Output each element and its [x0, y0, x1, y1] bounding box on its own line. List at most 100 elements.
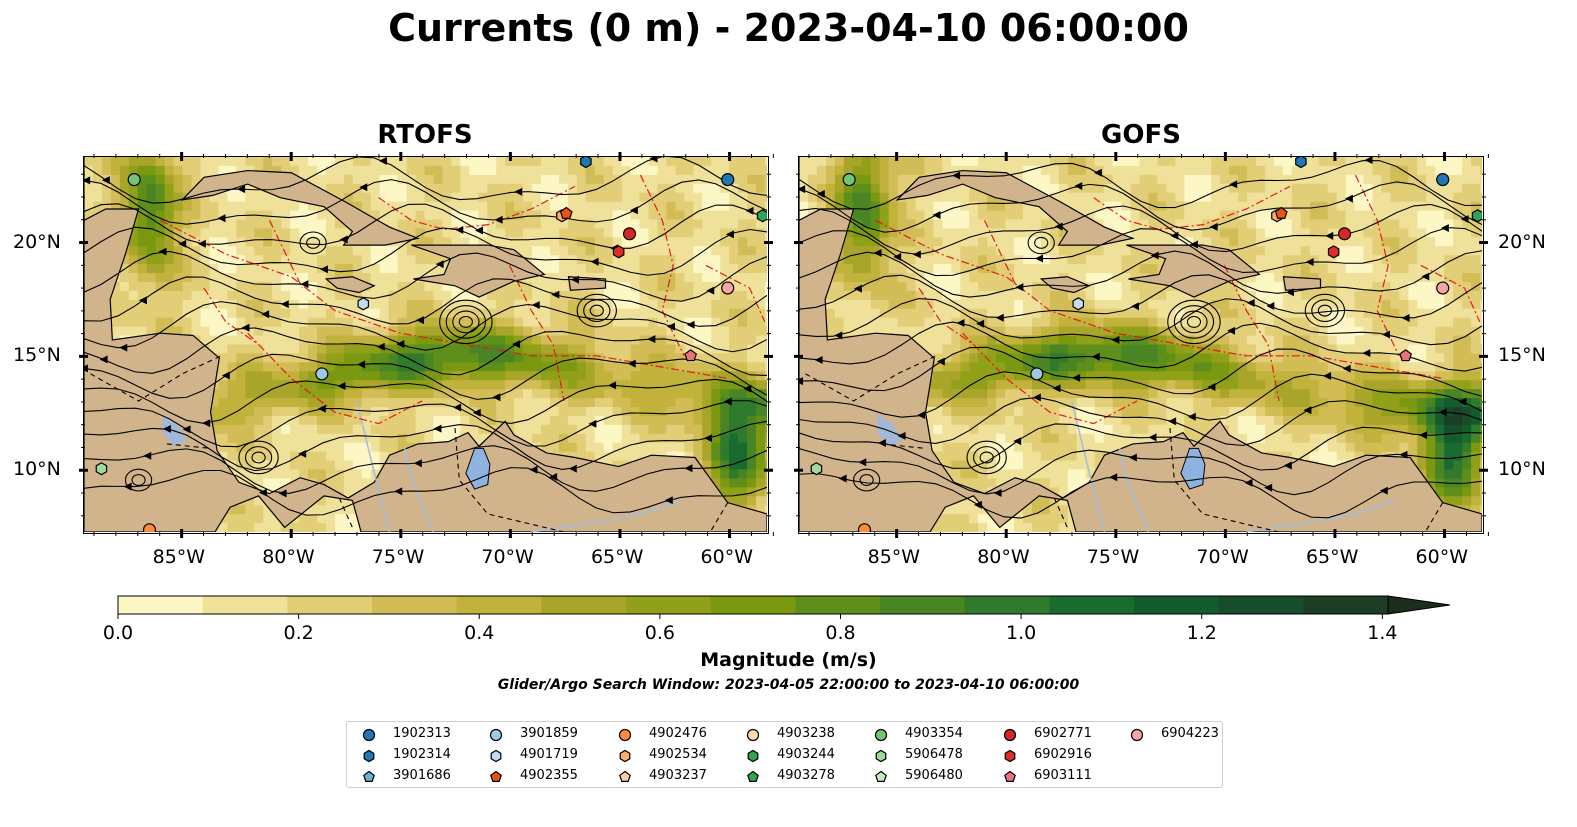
legend-label: 6903111	[1034, 768, 1092, 783]
legend-label: 4901719	[520, 747, 578, 762]
float-marker	[1471, 209, 1482, 223]
legend-marker	[747, 770, 759, 782]
colorbar-segment	[372, 596, 458, 614]
legend-label: 3901686	[393, 768, 451, 783]
legend-marker	[362, 728, 376, 742]
float-marker	[721, 173, 735, 187]
colorbar	[117, 595, 1451, 619]
hexagon-marker-icon	[747, 749, 759, 763]
colorbar-segment	[880, 596, 966, 614]
panel-title-gofs: GOFS	[1101, 120, 1181, 150]
legend-marker	[363, 749, 375, 763]
colorbar-tick-label: 1.0	[1006, 622, 1037, 644]
float-marker	[1327, 245, 1340, 259]
eez-boundaries	[875, 174, 1481, 425]
legend-label: 4902355	[520, 768, 578, 783]
legend-marker	[618, 728, 632, 742]
colorbar-segment	[1303, 596, 1389, 614]
x-tick-label: 70°W	[1196, 546, 1249, 568]
legend-marker	[747, 749, 759, 763]
circle-marker-icon	[1130, 728, 1144, 742]
circle-marker-icon	[1003, 728, 1017, 742]
colorbar-extend-arrow	[1387, 595, 1451, 615]
x-tick-label: 65°W	[1305, 546, 1359, 568]
circle-marker-icon	[746, 728, 760, 742]
float-marker	[1295, 157, 1307, 169]
colorbar-segment	[1134, 596, 1220, 614]
x-tick-label: 80°W	[977, 546, 1030, 568]
colorbar-segment	[1049, 596, 1135, 614]
legend-label: 4903244	[777, 747, 835, 762]
pentagon-marker-icon	[747, 770, 759, 782]
y-tick-label: 10°N	[1498, 458, 1546, 481]
float-marker	[315, 367, 329, 381]
float-marker	[1274, 206, 1288, 219]
pentagon-marker-icon	[363, 770, 375, 782]
x-tick-label: 85°W	[152, 546, 206, 568]
legend-label: 1902313	[393, 726, 451, 741]
legend-label: 5906480	[905, 768, 963, 783]
land	[84, 157, 767, 532]
legend-label: 1902314	[393, 747, 451, 762]
legend-label: 4903354	[905, 726, 963, 741]
colorbar-tick-label: 0.8	[825, 622, 856, 644]
colorbar-segment	[541, 596, 627, 614]
colorbar-segment	[287, 596, 373, 614]
colorbar-segment	[795, 596, 881, 614]
legend-label: 3901859	[520, 726, 578, 741]
legend-label: 5906478	[905, 747, 963, 762]
streamlines	[799, 157, 1482, 519]
colorbar-tick-label: 0.6	[644, 622, 675, 644]
y-tick-label: 20°N	[1498, 230, 1546, 253]
legend-label: 4903238	[777, 726, 835, 741]
float-markers	[810, 157, 1482, 532]
legend-marker	[490, 770, 502, 782]
float-legend: 1902313 1902314 3901686 3901859 4901719 49023…	[346, 721, 1223, 788]
float-marker	[612, 245, 625, 259]
legend-marker	[1004, 770, 1016, 782]
y-tick-label: 15°N	[13, 344, 61, 367]
y-tick-label: 15°N	[1498, 344, 1546, 367]
legend-label: 4903237	[649, 768, 707, 783]
legend-marker	[875, 749, 887, 763]
legend-label: 4902476	[649, 726, 707, 741]
float-marker	[580, 157, 592, 169]
pentagon-marker-icon	[490, 770, 502, 782]
float-marker	[842, 173, 856, 187]
float-marker	[559, 206, 573, 219]
colorbar-segment	[626, 596, 712, 614]
float-marker	[684, 349, 698, 362]
legend-marker	[1130, 728, 1144, 742]
legend-marker	[363, 770, 375, 782]
circle-marker-icon	[618, 728, 632, 742]
colorbar-segment	[710, 596, 796, 614]
colorbar-tick-label: 0.2	[283, 622, 314, 644]
circle-marker-icon	[362, 728, 376, 742]
hexagon-marker-icon	[1004, 749, 1016, 763]
float-marker	[1399, 349, 1413, 362]
float-marker	[1072, 297, 1085, 311]
x-tick-label: 80°W	[262, 546, 315, 568]
hexagon-marker-icon	[363, 749, 375, 763]
colorbar-tick-label: 0.0	[102, 622, 134, 644]
colorbar-tick-label: 1.2	[1186, 622, 1217, 644]
search-window-text: Glider/Argo Search Window: 2023-04-05 22…	[497, 677, 1080, 693]
colorbar-segment	[964, 596, 1050, 614]
float-marker	[810, 462, 823, 476]
legend-label: 4903278	[777, 768, 835, 783]
float-markers	[95, 157, 767, 532]
x-tick-label: 65°W	[590, 546, 644, 568]
float-marker	[1436, 173, 1450, 187]
colorbar-segment	[118, 596, 204, 614]
colorbar-segment	[202, 596, 288, 614]
legend-marker	[619, 770, 631, 782]
map-panel-rtofs	[83, 156, 769, 534]
float-marker	[1337, 227, 1352, 241]
colorbar-segment	[1218, 596, 1304, 614]
x-tick-label: 60°W	[700, 546, 754, 568]
colorbar-tick-label: 0.4	[464, 622, 495, 644]
x-tick-label: 70°W	[481, 546, 534, 568]
hexagon-marker-icon	[875, 749, 887, 763]
x-tick-label: 75°W	[371, 546, 425, 568]
legend-marker	[489, 728, 503, 742]
